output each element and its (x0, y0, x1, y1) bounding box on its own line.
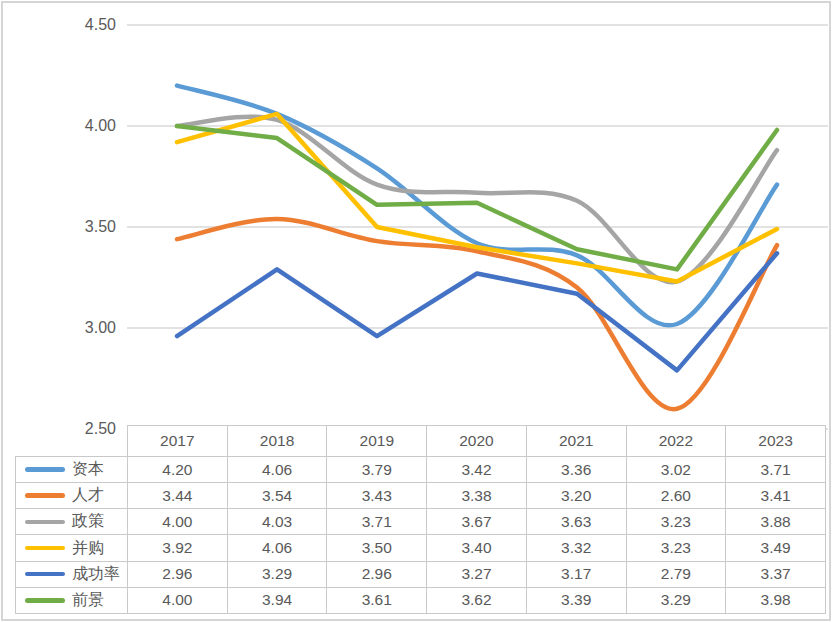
table-row-talent: 人才 3.443.543.433.383.202.603.41 (16, 483, 826, 509)
series-line-capital (177, 86, 777, 326)
value-cell: 3.94 (227, 587, 327, 613)
value-cell: 3.79 (327, 457, 427, 483)
value-cell: 3.67 (427, 509, 527, 535)
value-cell: 3.41 (726, 483, 826, 509)
value-cell: 3.88 (726, 509, 826, 535)
value-cell: 3.36 (526, 457, 626, 483)
year-header: 2019 (327, 426, 427, 457)
value-cell: 3.23 (626, 509, 726, 535)
value-cell: 3.63 (526, 509, 626, 535)
value-cell: 3.40 (427, 535, 527, 561)
value-cell: 3.43 (327, 483, 427, 509)
legend-label-capital: 资本 (72, 459, 104, 480)
y-axis-tick-label: 2.50 (64, 419, 116, 439)
value-cell: 3.27 (427, 561, 527, 587)
legend-cell-talent: 人才 (16, 483, 128, 509)
year-header: 2022 (626, 426, 726, 457)
table-row-capital: 资本 4.204.063.793.423.363.023.71 (16, 457, 826, 483)
value-cell: 3.98 (726, 587, 826, 613)
y-axis-tick-label: 4.50 (64, 15, 116, 35)
year-header: 2018 (227, 426, 327, 457)
year-header: 2020 (427, 426, 527, 457)
value-cell: 2.96 (128, 561, 228, 587)
value-cell: 2.60 (626, 483, 726, 509)
value-cell: 3.17 (526, 561, 626, 587)
value-cell: 3.61 (327, 587, 427, 613)
legend-swatch-prospect (25, 598, 65, 603)
value-cell: 3.23 (626, 535, 726, 561)
legend-cell-mergers: 并购 (16, 535, 128, 561)
legend-cell-capital: 资本 (16, 457, 128, 483)
value-cell: 3.54 (227, 483, 327, 509)
value-cell: 3.20 (526, 483, 626, 509)
value-cell: 3.02 (626, 457, 726, 483)
value-cell: 3.42 (427, 457, 527, 483)
value-cell: 3.38 (427, 483, 527, 509)
table-row-mergers: 并购 3.924.063.503.403.323.233.49 (16, 535, 826, 561)
legend-label-policy: 政策 (72, 511, 104, 532)
legend-cell-prospect: 前景 (16, 587, 128, 613)
value-cell: 3.39 (526, 587, 626, 613)
legend-swatch-mergers (25, 546, 65, 551)
year-header: 2023 (726, 426, 826, 457)
legend-cell-success-rate: 成功率 (16, 561, 128, 587)
y-axis-tick-label: 3.50 (64, 217, 116, 237)
value-cell: 3.44 (128, 483, 228, 509)
year-header: 2017 (128, 426, 228, 457)
value-cell: 3.71 (726, 457, 826, 483)
value-cell: 2.79 (626, 561, 726, 587)
table-row-success-rate: 成功率2.963.292.963.273.172.793.37 (16, 561, 826, 587)
data-table: 2017201820192020202120222023资本4.204.063.… (15, 425, 826, 614)
year-header: 2021 (526, 426, 626, 457)
value-cell: 4.06 (227, 457, 327, 483)
value-cell: 4.06 (227, 535, 327, 561)
y-axis-tick-label: 3.00 (64, 318, 116, 338)
y-axis-tick-label: 4.00 (64, 116, 116, 136)
value-cell: 3.29 (626, 587, 726, 613)
value-cell: 3.62 (427, 587, 527, 613)
value-cell: 3.50 (327, 535, 427, 561)
value-cell: 2.96 (327, 561, 427, 587)
legend-label-talent: 人才 (72, 485, 104, 506)
table-row-policy: 政策 4.004.033.713.673.633.233.88 (16, 509, 826, 535)
legend-label-success-rate: 成功率 (72, 564, 120, 585)
value-cell: 4.03 (227, 509, 327, 535)
value-cell: 3.71 (327, 509, 427, 535)
legend-label-prospect: 前景 (72, 590, 104, 611)
value-cell: 4.00 (128, 587, 228, 613)
series-line-talent (177, 219, 777, 409)
legend-swatch-policy (25, 520, 65, 525)
series-line-success-rate (177, 253, 777, 370)
table-row-prospect: 前景 4.003.943.613.623.393.293.98 (16, 587, 826, 613)
value-cell: 4.20 (128, 457, 228, 483)
series-line-policy (177, 117, 777, 283)
gridlines (127, 25, 828, 429)
value-cell: 3.49 (726, 535, 826, 561)
value-cell: 4.00 (128, 509, 228, 535)
chart-figure: 4.504.003.503.002.50 2017201820192020202… (0, 0, 832, 622)
value-cell: 3.37 (726, 561, 826, 587)
legend-swatch-talent (25, 493, 65, 498)
legend-cell-policy: 政策 (16, 509, 128, 535)
legend-label-mergers: 并购 (72, 538, 104, 559)
value-cell: 3.29 (227, 561, 327, 587)
value-cell: 3.32 (526, 535, 626, 561)
series-lines (177, 86, 777, 410)
table-header-row: 2017201820192020202120222023 (16, 426, 826, 457)
series-line-prospect (177, 126, 777, 269)
legend-swatch-capital (25, 467, 65, 472)
series-line-mergers (177, 114, 777, 282)
legend-swatch-success-rate (25, 572, 65, 577)
value-cell: 3.92 (128, 535, 228, 561)
